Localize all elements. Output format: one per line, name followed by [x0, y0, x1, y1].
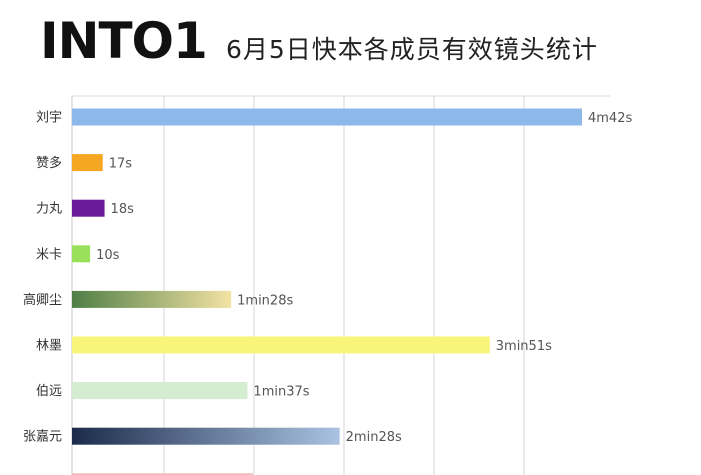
bar-3 [72, 245, 91, 263]
category-label: 高卿尘 [23, 292, 62, 308]
data-label: 3min51s [496, 339, 552, 354]
category-label: 力丸 [36, 202, 62, 217]
data-label: 10s [96, 248, 120, 263]
data-label: 18s [111, 202, 135, 217]
category-label: 张嘉元 [23, 430, 62, 445]
bar-8 [72, 473, 253, 475]
bar-4 [72, 290, 232, 308]
data-label: 1min28s [237, 293, 293, 308]
category-label: 林墨 [36, 339, 62, 354]
into1-logo: INTO1 [40, 12, 208, 70]
category-label: 赞多 [36, 155, 62, 171]
category-label: 伯远 [36, 384, 62, 399]
bar-1 [72, 154, 103, 172]
data-label: 17s [109, 157, 133, 172]
category-label: 米卡 [36, 247, 62, 262]
data-label: 2min28s [346, 430, 402, 445]
data-label: 1min37s [253, 385, 309, 400]
bars: 刘宇 4m42s 赞多 17s 力丸 18s 米卡 10s 高卿尘 1min28s 林墨 3min51… [23, 108, 632, 475]
category-label: 刘宇 [36, 111, 62, 126]
bar-7 [72, 427, 340, 445]
grid-lines [71, 95, 610, 475]
bar-6 [72, 382, 248, 400]
chart-title: 6月5日快本各成员有效镜头统计 [226, 35, 598, 64]
data-label: 4m42s [588, 111, 632, 126]
bar-2 [72, 199, 105, 217]
bar-5 [72, 336, 490, 354]
bar-0 [72, 108, 582, 126]
